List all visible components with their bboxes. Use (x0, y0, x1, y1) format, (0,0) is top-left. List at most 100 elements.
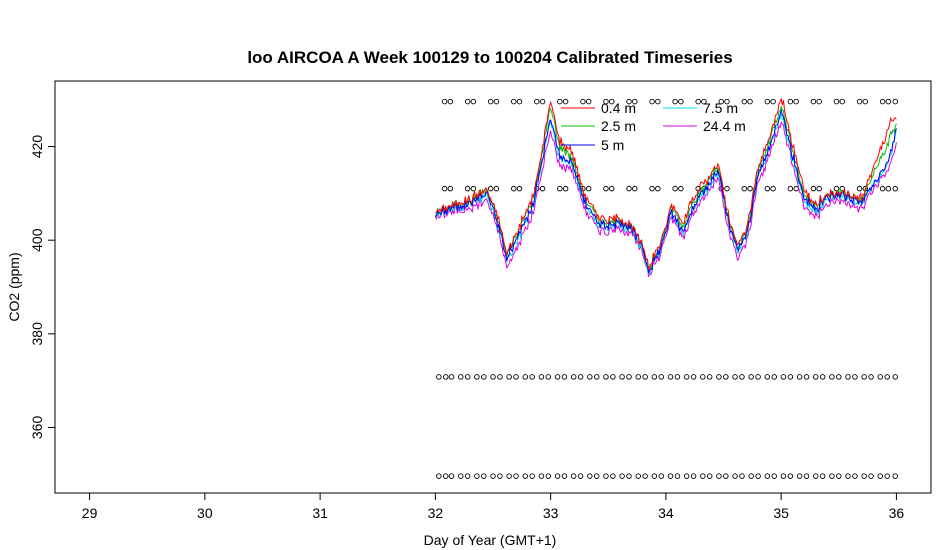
calibration-point (683, 473, 690, 479)
calibration-point (587, 473, 593, 479)
calibration-point (770, 185, 776, 192)
calibration-point (626, 473, 632, 479)
calibration-point (690, 374, 697, 380)
calibration-point (593, 374, 600, 380)
calibration-point (741, 98, 748, 105)
calibration-point (585, 98, 592, 105)
calibration-point (441, 185, 448, 192)
legend: 0.4 m 7.5 m 2.5 m 24.4 m 5 m (561, 100, 746, 153)
calibration-point (448, 374, 455, 380)
calibration-point (667, 374, 674, 380)
calibration-point (829, 374, 835, 380)
calibration-point (787, 185, 794, 192)
calibration-point (557, 185, 563, 192)
calibration-point (651, 473, 658, 479)
calibration-point (674, 473, 681, 479)
calibration-point (608, 185, 615, 192)
calibration-point (739, 374, 745, 380)
calibration-point (892, 98, 899, 105)
x-tick-label: 31 (312, 505, 328, 521)
calibration-point (474, 374, 480, 380)
calibration-point (655, 185, 661, 192)
y-tick-label: 420 (29, 135, 45, 159)
calibration-point (448, 473, 455, 479)
calibration-point (839, 185, 845, 192)
calibration-point (545, 374, 552, 380)
calibration-point (810, 185, 817, 192)
calibration-point (447, 185, 454, 192)
calibration-point (561, 473, 568, 479)
calibration-point (626, 185, 632, 192)
calibration-point (642, 473, 648, 479)
calibration-point (856, 185, 863, 192)
plot-frame (54, 80, 932, 494)
calibration-point (522, 473, 529, 479)
calibration-point (464, 185, 471, 192)
calibration-point (649, 98, 655, 105)
calibration-point (610, 473, 616, 479)
calibration-point (490, 374, 496, 380)
calibration-point (700, 473, 706, 479)
calibration-point (723, 473, 729, 479)
calibration-point (877, 374, 884, 380)
calibration-point (619, 374, 625, 380)
calibration-point (787, 374, 794, 380)
y-tick-label: 400 (29, 228, 45, 252)
x-axis-title: Day of Year (GMT+1) (424, 532, 557, 548)
calibration-point (658, 473, 665, 479)
calibration-point (793, 98, 799, 105)
calibration-point (829, 473, 835, 479)
calibration-point (557, 98, 563, 105)
calibration-point (493, 185, 500, 192)
calibration-point (539, 185, 546, 192)
calibration-point (884, 374, 890, 380)
calibration-point (892, 473, 899, 479)
calibration-point (554, 374, 561, 380)
calibration-point (706, 473, 713, 479)
calibration-point (741, 185, 748, 192)
calibration-point (651, 374, 658, 380)
legend-label: 5 m (601, 137, 624, 153)
calibration-point (481, 473, 487, 479)
calibration-point (690, 473, 697, 479)
calibration-point (487, 98, 494, 105)
calibration-point (678, 98, 684, 105)
calibration-point (764, 185, 771, 192)
calibration-point (529, 473, 535, 479)
calibration-point (510, 185, 517, 192)
y-axis-title: CO2 (ppm) (6, 252, 22, 321)
calibration-point (534, 98, 540, 105)
calibration-point (885, 98, 892, 105)
calibration-point (585, 185, 592, 192)
calibration-point (464, 374, 471, 380)
calibration-point (839, 98, 845, 105)
legend-label: 2.5 m (601, 118, 636, 134)
calibration-point (819, 473, 826, 479)
calibration-point (674, 374, 681, 380)
calibration-point (695, 98, 701, 105)
calibration-point (819, 374, 826, 380)
calibration-point (649, 185, 655, 192)
calibration-point (816, 185, 822, 192)
calibration-point (577, 473, 584, 479)
calibration-point (862, 98, 869, 105)
calibration-point (538, 473, 545, 479)
x-tick-label: 34 (658, 505, 674, 521)
calibration-point (803, 473, 810, 479)
calibration-point (716, 374, 722, 380)
calibration-point (748, 473, 754, 479)
calibration-point (845, 374, 851, 380)
calibration-point (587, 374, 593, 380)
calibration-point (464, 98, 471, 105)
calibration-point (868, 374, 874, 380)
calibration-point (755, 473, 761, 479)
legend-label: 7.5 m (703, 100, 738, 116)
calibration-point (764, 98, 771, 105)
calibration-point (700, 374, 706, 380)
calibration-point (464, 473, 471, 479)
calibration-point (892, 185, 899, 192)
calibration-point (593, 473, 600, 479)
calibration-point (856, 98, 863, 105)
calibration-point (580, 98, 586, 105)
calibration-point (497, 473, 503, 479)
